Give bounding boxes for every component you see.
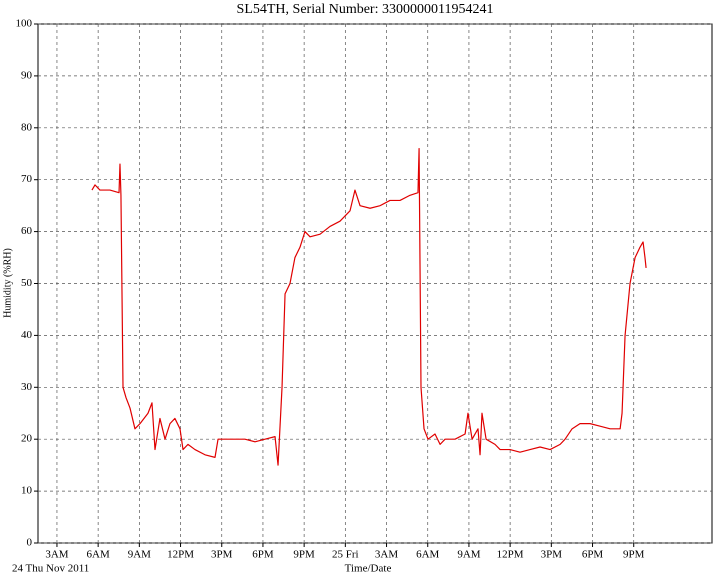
x-tick-label: 6PM <box>252 549 274 561</box>
x-tick-label: 3PM <box>541 549 563 561</box>
y-tick-label: 70 <box>21 173 33 185</box>
x-tick-label: 9AM <box>457 549 480 561</box>
x-tick-label: 3AM <box>45 549 68 561</box>
y-tick-label: 20 <box>21 433 33 445</box>
x-axis-label: Time/Date <box>345 563 392 575</box>
x-tick-label: 25 Fri <box>332 549 359 561</box>
x-tick-label: 6PM <box>582 549 604 561</box>
x-tick-label: 3AM <box>375 549 398 561</box>
y-tick-label: 60 <box>21 225 33 237</box>
humidity-line <box>91 147 647 466</box>
y-axis-label: Humidity (%RH) <box>2 248 13 318</box>
x-tick-label: 6AM <box>416 549 439 561</box>
x-tick-label: 9AM <box>128 549 151 561</box>
x-tick-label: 12PM <box>167 549 194 561</box>
x-tick-label: 9PM <box>293 549 315 561</box>
x-tick-label: 3PM <box>211 549 233 561</box>
date-label: 24 Thu Nov 2011 <box>12 563 89 575</box>
x-tick-label: 6AM <box>87 549 110 561</box>
y-tick-label: 100 <box>16 18 33 30</box>
y-tick-label: 0 <box>27 537 33 549</box>
chart-title: SL54TH, Serial Number: 3300000011954241 <box>237 2 494 17</box>
y-tick-label: 80 <box>21 121 33 133</box>
y-tick-label: 50 <box>21 277 33 289</box>
y-tick-label: 10 <box>21 485 33 497</box>
x-tick-label: 12PM <box>497 549 524 561</box>
y-tick-label: 90 <box>21 69 33 81</box>
y-tick-label: 40 <box>21 329 33 341</box>
y-tick-label: 30 <box>21 381 33 393</box>
x-tick-label: 9PM <box>623 549 645 561</box>
